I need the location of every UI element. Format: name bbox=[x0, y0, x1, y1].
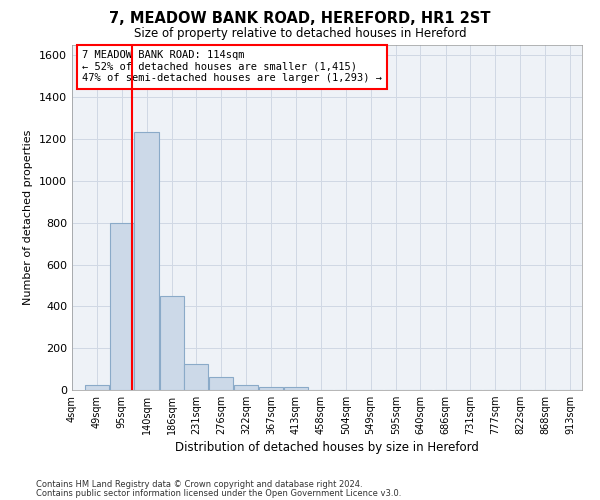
Text: Contains public sector information licensed under the Open Government Licence v3: Contains public sector information licen… bbox=[36, 488, 401, 498]
X-axis label: Distribution of detached houses by size in Hereford: Distribution of detached houses by size … bbox=[175, 442, 479, 454]
Bar bbox=[234, 385, 258, 390]
Bar bbox=[184, 364, 208, 390]
Y-axis label: Number of detached properties: Number of detached properties bbox=[23, 130, 34, 305]
Bar bbox=[160, 296, 184, 390]
Bar bbox=[259, 387, 283, 390]
Text: 7 MEADOW BANK ROAD: 114sqm
← 52% of detached houses are smaller (1,415)
47% of s: 7 MEADOW BANK ROAD: 114sqm ← 52% of deta… bbox=[82, 50, 382, 84]
Bar bbox=[110, 222, 134, 390]
Text: 7, MEADOW BANK ROAD, HEREFORD, HR1 2ST: 7, MEADOW BANK ROAD, HEREFORD, HR1 2ST bbox=[109, 11, 491, 26]
Bar bbox=[85, 385, 109, 390]
Bar bbox=[209, 378, 233, 390]
Bar bbox=[134, 132, 158, 390]
Text: Contains HM Land Registry data © Crown copyright and database right 2024.: Contains HM Land Registry data © Crown c… bbox=[36, 480, 362, 489]
Text: Size of property relative to detached houses in Hereford: Size of property relative to detached ho… bbox=[134, 27, 466, 40]
Bar bbox=[284, 387, 308, 390]
